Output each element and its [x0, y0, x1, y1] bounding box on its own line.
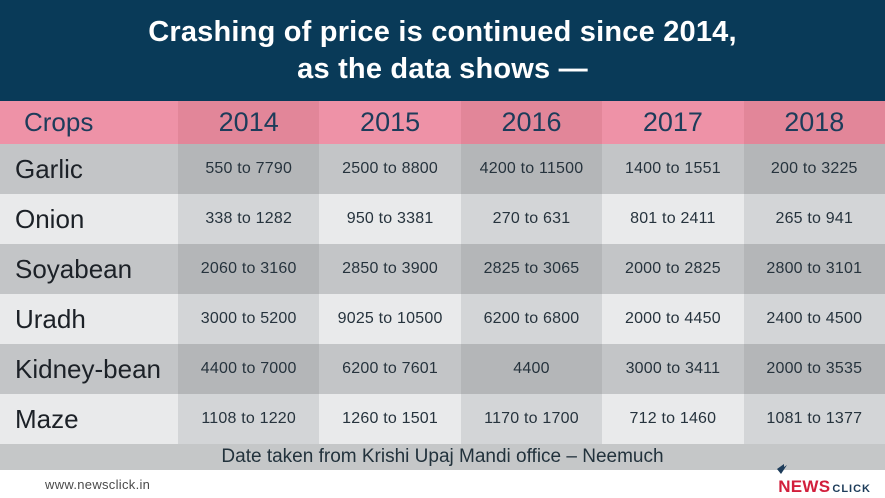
price-cell: 2000 to 2825: [602, 244, 744, 294]
crop-label: Garlic: [0, 144, 178, 194]
price-cell: 338 to 1282: [178, 194, 320, 244]
price-cell: 801 to 2411: [602, 194, 744, 244]
bottom-strip: www.newsclick.in NEWS CLICK: [0, 464, 885, 498]
crop-label: Maze: [0, 394, 178, 444]
table-row-garlic: Garlic 550 to 7790 2500 to 8800 4200 to …: [0, 144, 885, 194]
price-cell: 1108 to 1220: [178, 394, 320, 444]
logo-click-text: CLICK: [832, 483, 871, 495]
price-cell: 4400: [460, 344, 603, 394]
crop-label: Soyabean: [0, 244, 178, 294]
source-note: Date taken from Krishi Upaj Mandi office…: [0, 444, 885, 470]
price-cell: 950 to 3381: [319, 194, 461, 244]
price-cell: 2060 to 3160: [178, 244, 320, 294]
price-cell: 4400 to 7000: [178, 344, 320, 394]
website-url: www.newsclick.in: [45, 476, 151, 492]
column-header-2017: 2017: [602, 101, 744, 144]
table-row-onion: Onion 338 to 1282 950 to 3381 270 to 631…: [0, 194, 885, 244]
price-cell: 1170 to 1700: [460, 394, 603, 444]
logo-news-text: NEWS: [778, 477, 831, 496]
column-header-2016: 2016: [460, 101, 603, 144]
price-cell: 2850 to 3900: [319, 244, 461, 294]
column-header-2014: 2014: [178, 101, 320, 144]
price-cell: 712 to 1460: [602, 394, 744, 444]
price-cell: 6200 to 7601: [319, 344, 461, 394]
price-cell: 1400 to 1551: [602, 144, 744, 194]
price-cell: 2000 to 4450: [602, 294, 744, 344]
price-cell: 2000 to 3535: [743, 344, 885, 394]
title-line-1: Crashing of price is continued since 201…: [148, 15, 737, 48]
crop-label: Kidney-bean: [0, 344, 178, 394]
table-row-kidney-bean: Kidney-bean 4400 to 7000 6200 to 7601 44…: [0, 344, 885, 394]
price-cell: 200 to 3225: [743, 144, 885, 194]
title-line-2: as the data shows —: [297, 52, 588, 85]
crop-label: Onion: [0, 194, 178, 244]
price-cell: 3000 to 5200: [178, 294, 320, 344]
price-cell: 2400 to 4500: [743, 294, 885, 344]
title-block: Crashing of price is continued since 201…: [0, 0, 885, 101]
column-header-2018: 2018: [743, 101, 885, 144]
price-cell: 1260 to 1501: [319, 394, 461, 444]
table-row-uradh: Uradh 3000 to 5200 9025 to 10500 6200 to…: [0, 294, 885, 344]
column-header-2015: 2015: [319, 101, 461, 144]
table-row-maze: Maze 1108 to 1220 1260 to 1501 1170 to 1…: [0, 394, 885, 444]
price-cell: 2825 to 3065: [460, 244, 603, 294]
price-cell: 2500 to 8800: [319, 144, 461, 194]
price-cell: 4200 to 11500: [460, 144, 603, 194]
price-cell: 6200 to 6800: [460, 294, 603, 344]
checkmark-icon: [777, 464, 788, 474]
column-header-crops: Crops: [0, 101, 178, 144]
price-cell: 1081 to 1377: [743, 394, 885, 444]
price-cell: 2800 to 3101: [743, 244, 885, 294]
price-cell: 3000 to 3411: [602, 344, 744, 394]
price-cell: 550 to 7790: [178, 144, 320, 194]
crop-label: Uradh: [0, 294, 178, 344]
price-cell: 265 to 941: [743, 194, 885, 244]
price-cell: 270 to 631: [460, 194, 603, 244]
table-header-row: Crops 2014 2015 2016 2017 2018: [0, 101, 885, 144]
table-row-soyabean: Soyabean 2060 to 3160 2850 to 3900 2825 …: [0, 244, 885, 294]
price-cell: 9025 to 10500: [319, 294, 461, 344]
newsclick-logo: NEWS CLICK: [777, 464, 871, 497]
